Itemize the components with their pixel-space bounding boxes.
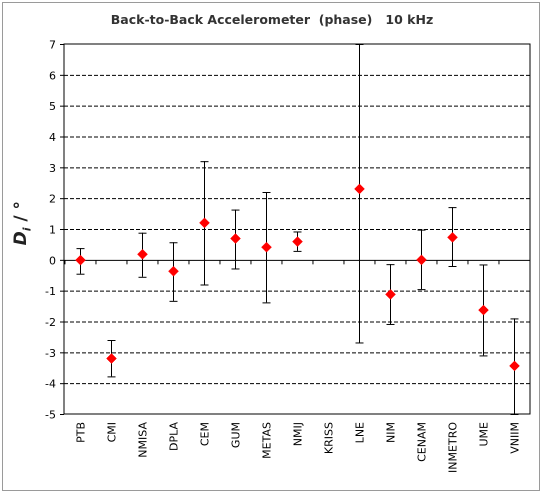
- x-tick-label: DPLA: [168, 422, 181, 451]
- x-tick-label: NIM: [385, 422, 398, 443]
- data-points: [75, 183, 520, 372]
- y-tick-label: 2: [49, 193, 56, 206]
- chart-title: Back-to-Back Accelerometer (phase) 10 kH…: [110, 12, 434, 27]
- data-point-gum: [230, 233, 241, 244]
- y-tick-label: 5: [49, 100, 56, 113]
- y-tick-label: 3: [49, 162, 56, 175]
- x-tick-label: INMETRO: [447, 422, 460, 473]
- data-point-cmi: [106, 353, 117, 364]
- data-point-nmisa: [137, 248, 148, 260]
- x-tick-label: VNIIM: [509, 422, 522, 454]
- y-tick-label: -1: [45, 285, 56, 298]
- y-tick-label: -2: [45, 316, 56, 329]
- x-tick-labels: PTB CMI NMISA DPLA CEM GUM METAS NMIJ KRISS LNE NI…: [75, 422, 522, 473]
- x-tick-label: PTB: [75, 422, 88, 443]
- data-point-dpla: [168, 265, 179, 277]
- y-tick-label: 4: [49, 131, 56, 144]
- data-point-nim: [385, 289, 396, 300]
- x-tick-label: NMISA: [137, 422, 150, 458]
- y-tick-label: 6: [49, 69, 56, 82]
- grid-lines: [64, 74, 530, 385]
- y-tick-label: -4: [45, 378, 56, 391]
- data-point-ume: [478, 304, 489, 316]
- data-point-inmetro: [447, 231, 458, 243]
- data-point-ptb: [75, 254, 86, 266]
- y-tick-label: 7: [49, 39, 56, 52]
- x-tick-label: NMIJ: [292, 422, 305, 446]
- data-point-cem: [199, 217, 210, 229]
- x-tick-label: METAS: [261, 422, 274, 459]
- data-point-vniim: [509, 360, 520, 372]
- y-tick-label: -3: [45, 347, 56, 360]
- data-point-nmij: [292, 236, 303, 247]
- y-tick-labels: -5 -4 -3 -2 -1 0 1 2 3 4 5 6 7: [45, 39, 56, 422]
- x-tick-label: CEM: [199, 422, 212, 446]
- y-tick-label: 0: [49, 254, 56, 267]
- data-point-metas: [261, 241, 272, 253]
- x-tick-label: UME: [478, 422, 491, 447]
- x-tick-label: GUM: [230, 422, 243, 448]
- error-bars: [76, 44, 519, 415]
- data-point-lne: [354, 183, 365, 195]
- x-tick-label: LNE: [354, 422, 367, 443]
- x-tick-label: CENAM: [416, 422, 429, 462]
- data-point-cenam: [416, 254, 427, 266]
- y-tick-label: -5: [45, 409, 56, 422]
- x-tick-label: KRISS: [323, 422, 336, 454]
- y-tick-label: 1: [49, 224, 56, 237]
- axes: [60, 43, 531, 415]
- x-tick-label: CMI: [106, 422, 119, 442]
